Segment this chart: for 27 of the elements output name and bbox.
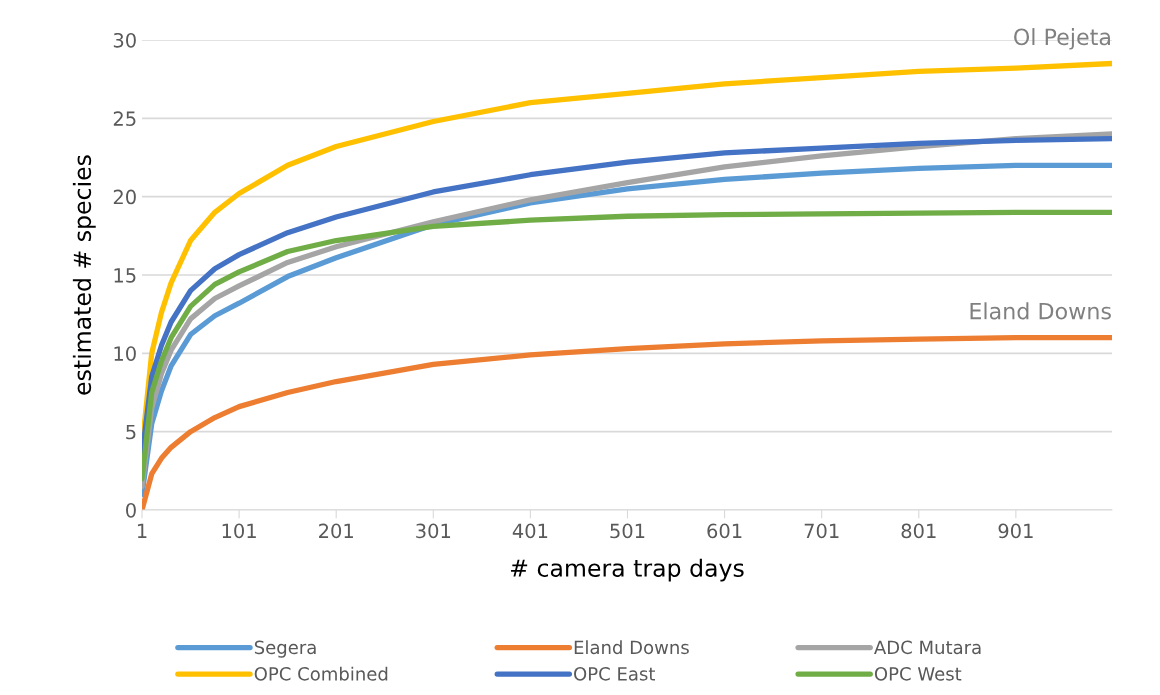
- x-tick-label: 401: [512, 523, 548, 539]
- annotation: Ol Pejeta: [1014, 28, 1110, 50]
- y-tick-label: 0: [126, 502, 136, 518]
- x-tick-label: 301: [416, 523, 451, 539]
- y-tick-label: 5: [126, 424, 136, 440]
- legend-label: OPC West: [874, 667, 962, 681]
- x-tick-label: 901: [998, 523, 1033, 539]
- legend-label: ADC Mutara: [874, 640, 981, 655]
- x-tick-label: 701: [804, 523, 839, 539]
- x-tick-label: 101: [222, 523, 256, 539]
- x-axis-title: # camera trap days: [511, 558, 744, 582]
- y-tick-label: 15: [114, 268, 136, 283]
- annotation: Eland Downs: [970, 302, 1111, 320]
- y-tick-label: 30: [113, 32, 136, 48]
- x-tick-label: 1: [137, 523, 147, 538]
- legend-label: Eland Downs: [574, 640, 689, 655]
- x-tick-label: 501: [610, 523, 645, 539]
- y-tick-label: 10: [114, 346, 136, 361]
- y-axis-title: estimated # species: [72, 155, 96, 395]
- x-tick-label: 801: [901, 523, 936, 539]
- legend-label: OPC Combined: [254, 666, 388, 681]
- legend-label: Segera: [254, 640, 316, 658]
- y-tick-label: 25: [113, 111, 136, 126]
- x-tick-label: 201: [319, 523, 353, 539]
- legend-label: OPC East: [574, 667, 656, 681]
- y-tick-label: 20: [113, 189, 136, 205]
- x-tick-label: 601: [707, 523, 742, 539]
